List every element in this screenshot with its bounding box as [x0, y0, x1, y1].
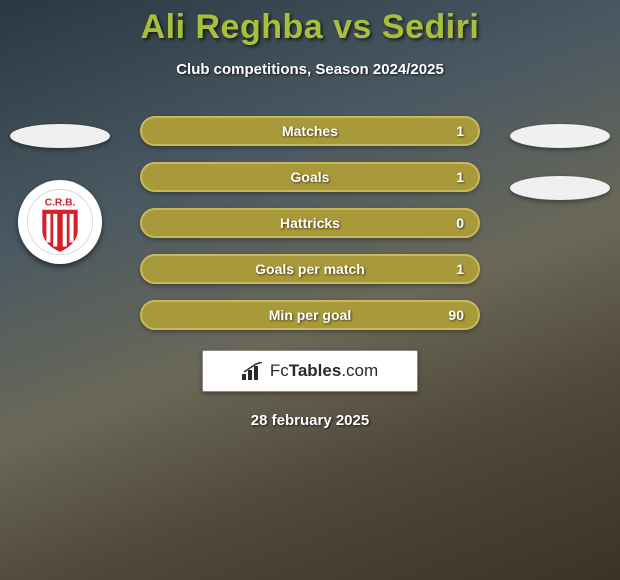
- bar-chart-icon: [242, 362, 264, 380]
- player-right-placeholder: [510, 124, 610, 148]
- brand-text: FcTables.com: [270, 361, 378, 381]
- stat-row: Min per goal 90: [140, 300, 480, 330]
- stat-row: Goals 1: [140, 162, 480, 192]
- club-left-badge: C.R.B.: [18, 180, 102, 264]
- player-left-placeholder: [10, 124, 110, 148]
- stat-value: 0: [456, 215, 464, 231]
- stat-value: 1: [456, 261, 464, 277]
- stat-row: Goals per match 1: [140, 254, 480, 284]
- stat-label: Min per goal: [269, 307, 351, 323]
- page-subtitle: Club competitions, Season 2024/2025: [0, 61, 620, 78]
- svg-text:C.R.B.: C.R.B.: [45, 198, 76, 209]
- stat-row: Matches 1: [140, 116, 480, 146]
- brand-suffix: .com: [341, 361, 378, 380]
- stat-row: Hattricks 0: [140, 208, 480, 238]
- stat-label: Goals: [291, 169, 330, 185]
- brand-bold: Tables: [289, 361, 342, 380]
- brand-logo: FcTables.com: [202, 350, 418, 392]
- stat-value: 1: [456, 169, 464, 185]
- crb-shield-icon: C.R.B.: [26, 188, 94, 256]
- stat-label: Goals per match: [255, 261, 365, 277]
- club-right-placeholder: [510, 176, 610, 200]
- stat-value: 1: [456, 123, 464, 139]
- brand-prefix: Fc: [270, 361, 289, 380]
- stat-label: Hattricks: [280, 215, 340, 231]
- page-title: Ali Reghba vs Sediri: [0, 8, 620, 47]
- date-label: 28 february 2025: [0, 412, 620, 429]
- stat-label: Matches: [282, 123, 338, 139]
- stat-value: 90: [448, 307, 464, 323]
